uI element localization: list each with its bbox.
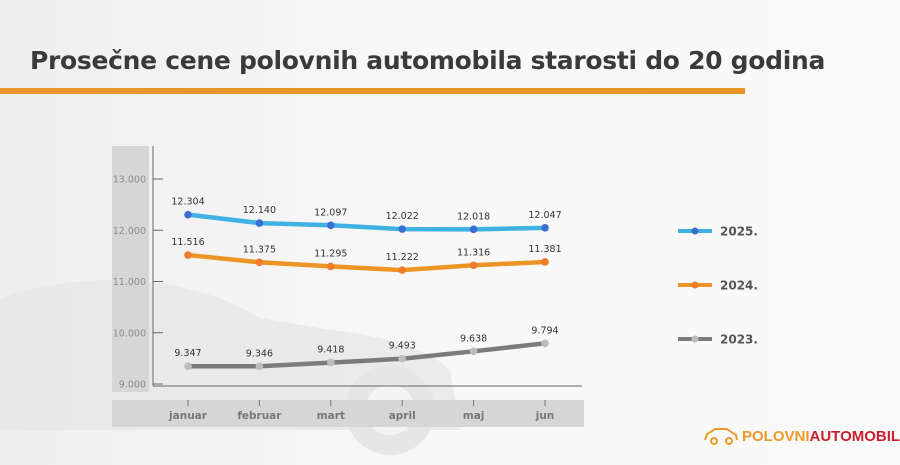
data-label: 12.097: [314, 207, 347, 218]
data-point: [541, 224, 549, 232]
x-tick-label: februar: [237, 410, 282, 422]
data-label: 11.316: [457, 247, 490, 258]
data-point: [469, 225, 478, 234]
data-point: [255, 258, 264, 267]
data-point: [327, 358, 335, 367]
y-tick-label: 13.000: [113, 175, 146, 186]
data-label: 12.022: [386, 211, 419, 222]
x-tick-label: april: [389, 410, 416, 422]
y-axis-band: [112, 146, 149, 392]
data-point: [184, 210, 192, 219]
data-label: 9.347: [174, 348, 201, 359]
logo-text-polovni: POLOVNI: [742, 427, 810, 445]
data-label: 9.794: [531, 325, 558, 336]
data-point: [398, 354, 407, 363]
data-label: 9.418: [317, 345, 344, 356]
series-line-2024: [187, 252, 546, 273]
data-label: 11.381: [528, 244, 561, 255]
x-tick-label: jun: [535, 410, 555, 422]
data-label: 12.304: [171, 197, 204, 208]
legend-label: 2023.: [720, 333, 758, 347]
legend-label: 2024.: [720, 279, 758, 293]
series-line-2025: [187, 212, 546, 232]
data-label: 11.295: [314, 248, 347, 259]
data-point: [184, 251, 192, 259]
y-tick-label: 11.000: [113, 277, 146, 288]
data-point: [255, 362, 264, 371]
data-point: [398, 225, 407, 233]
x-tick-label: januar: [168, 410, 208, 422]
legend-label: 2025.: [720, 225, 758, 239]
data-label: 9.493: [389, 341, 416, 352]
data-label: 12.140: [243, 205, 276, 216]
legend-marker: [691, 227, 699, 235]
data-point: [541, 339, 549, 348]
car-logo-icon: [704, 428, 738, 445]
title-underline: [0, 88, 745, 94]
logo-text-automobili: AUTOMOBILI: [809, 427, 900, 445]
legend-marker: [691, 335, 699, 343]
legend-marker: [691, 281, 699, 289]
y-tick-label: 12.000: [113, 226, 146, 237]
data-label: 9.346: [246, 348, 273, 359]
series-line-2023: [187, 341, 546, 369]
data-point: [541, 258, 549, 266]
y-tick-label: 10.000: [113, 328, 146, 339]
x-tick-label: mart: [317, 410, 345, 422]
data-point: [398, 266, 407, 274]
data-label: 12.047: [528, 210, 561, 221]
data-point: [469, 347, 478, 356]
x-axis-band: [112, 400, 584, 427]
data-point: [327, 221, 335, 230]
data-point: [255, 219, 264, 227]
y-tick-label: 9.000: [119, 380, 146, 391]
data-point: [469, 261, 478, 270]
data-label: 11.516: [171, 237, 204, 248]
data-point: [327, 262, 335, 271]
data-label: 9.638: [460, 333, 487, 344]
data-label: 11.375: [243, 244, 276, 255]
data-label: 12.018: [457, 211, 490, 222]
polovni-automobili-logo: POLOVNIAUTOMOBILI: [703, 426, 900, 446]
data-point: [184, 362, 192, 371]
page-title: Prosečne cene polovnih automobila staros…: [30, 46, 826, 75]
x-tick-label: maj: [463, 410, 485, 422]
data-label: 11.222: [386, 252, 419, 263]
